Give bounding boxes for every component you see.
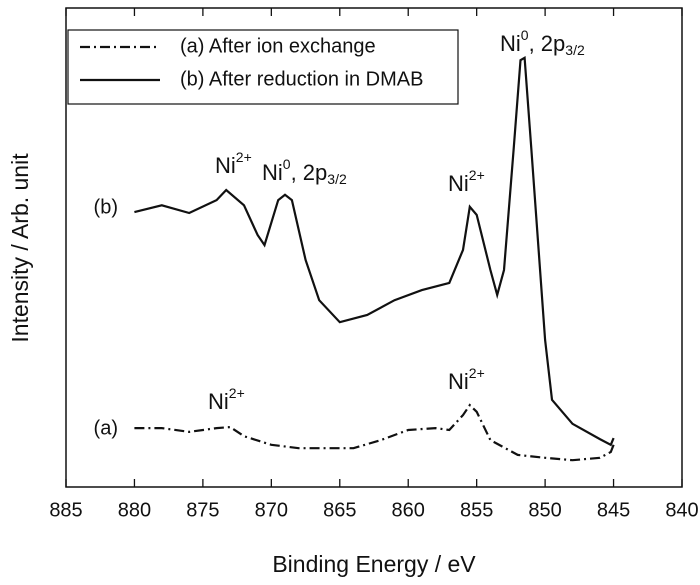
x-tick-label: 865: [323, 499, 356, 521]
peak-annotation: Ni0, 2p3/2: [262, 156, 347, 187]
annotation-sup: 0: [283, 156, 291, 172]
annotation-tail: , 2p: [291, 160, 328, 185]
x-axis-label: Binding Energy / eV: [272, 551, 476, 577]
annotation-sup: 2+: [236, 149, 252, 165]
x-tick-label: 880: [118, 499, 151, 521]
x-tick-label: 885: [49, 499, 82, 521]
series-line: [134, 403, 615, 462]
legend-label: (a) After ion exchange: [180, 35, 376, 57]
annotation-sup: 2+: [229, 385, 245, 401]
y-axis-label: Intensity / Arb. unit: [7, 153, 33, 343]
annotation-base: Ni: [448, 171, 469, 196]
peak-annotation: Ni2+: [215, 149, 252, 178]
x-tick-label: 850: [528, 499, 561, 521]
annotation-base: Ni: [208, 389, 229, 414]
x-tick-label: 845: [597, 499, 630, 521]
annotation-base: Ni: [215, 153, 236, 178]
annotation-sub: 3/2: [565, 42, 585, 58]
x-tick-label: 840: [665, 499, 698, 521]
peak-annotation: Ni0, 2p3/2: [500, 27, 585, 58]
annotation-tail: , 2p: [529, 31, 566, 56]
curve-label: (b): [94, 196, 118, 218]
annotation-sup: 2+: [469, 167, 485, 183]
annotation-base: Ni: [500, 31, 521, 56]
x-tick-label: 870: [255, 499, 288, 521]
plot-frame: [65, 7, 683, 488]
x-tick-label: 860: [392, 499, 425, 521]
curve-label: (a): [94, 417, 118, 439]
annotation-base: Ni: [448, 369, 469, 394]
peak-annotation: Ni2+: [448, 167, 485, 196]
series-line: [134, 55, 615, 447]
annotation-sup: 2+: [469, 365, 485, 381]
legend-label: (b) After reduction in DMAB: [180, 68, 423, 90]
annotation-sup: 0: [521, 27, 529, 43]
peak-annotation: Ni2+: [208, 385, 245, 414]
annotation-base: Ni: [262, 160, 283, 185]
peak-annotation: Ni2+: [448, 365, 485, 394]
legend-box: [67, 29, 459, 105]
x-tick-label: 855: [460, 499, 493, 521]
annotation-sub: 3/2: [327, 171, 347, 187]
x-tick-label: 875: [186, 499, 219, 521]
